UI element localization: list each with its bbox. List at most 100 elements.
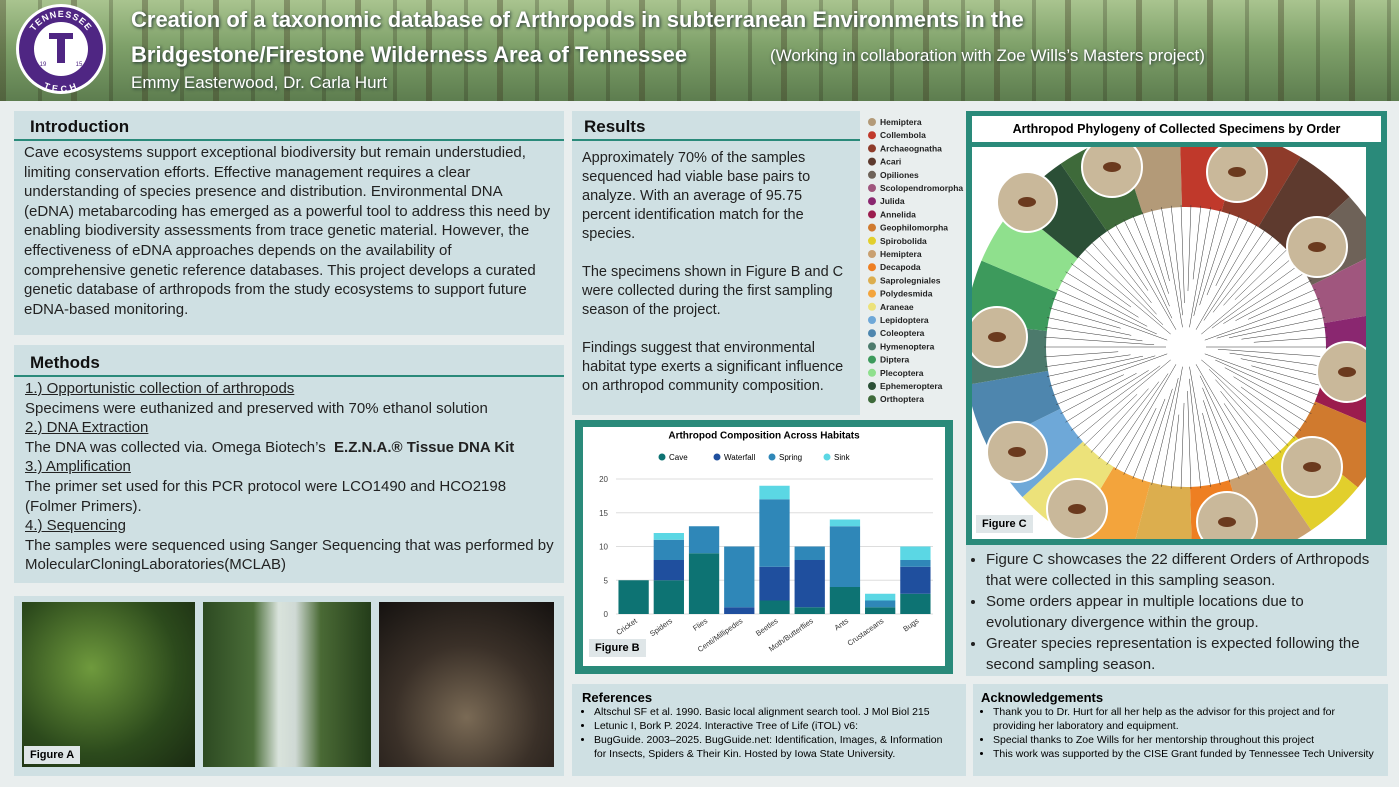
tree-branch [1215, 379, 1282, 453]
legend-label: Sink [834, 453, 851, 462]
tree-branch [1056, 289, 1157, 335]
step-text: The DNA was collected via. Omega Biotech… [25, 438, 326, 456]
tree-branch [1106, 373, 1169, 465]
bar-segment [653, 533, 684, 540]
tree-branch [1253, 336, 1328, 343]
tree-branch [1187, 390, 1192, 489]
tree-branch [1151, 209, 1170, 282]
tree-branch [1235, 280, 1312, 321]
photo [22, 602, 195, 767]
bar-segment [618, 580, 649, 614]
tree-branch [1215, 359, 1316, 405]
bar-segment [794, 607, 825, 614]
bar-segment [759, 566, 790, 601]
tree-branch [1223, 241, 1282, 306]
tree-branch [1220, 390, 1274, 460]
tree-branch [1240, 386, 1302, 431]
bar-segment [829, 526, 861, 587]
figure-label: Figure A [24, 746, 81, 764]
reference: BugGuide. 2003–2025. BugGuide.net: Ident… [594, 733, 956, 761]
tree-branch [1161, 366, 1183, 487]
legend-label: Julida [880, 196, 905, 206]
reference: Letunic I, Bork P. 2024. Interactive Tre… [594, 719, 956, 733]
step-text-line: The DNA was collected via. Omega Biotech… [25, 438, 554, 458]
tree-branch [1187, 205, 1192, 292]
chart: Arthropod Composition Across Habitats 0 5… [583, 427, 945, 666]
logo-year: 19 [40, 62, 47, 68]
tree-branch [1202, 412, 1221, 485]
specimen [1068, 504, 1086, 514]
tree-branch [1223, 403, 1266, 465]
reference: Altschul SF et al. 1990. Basic local ali… [594, 705, 956, 719]
logo: TENNESSEE TECH 19 15 [16, 4, 106, 95]
tree-branch [1240, 358, 1325, 377]
tree-branch [1199, 211, 1231, 306]
tree-branch [1248, 289, 1316, 320]
figure-c-title: Arthropod Phylogeny of Collected Specime… [972, 116, 1381, 142]
tree-branch [1045, 326, 1143, 342]
tree-branch [1044, 336, 1155, 346]
tree-branch [1065, 370, 1149, 423]
paragraph: Approximately 70% of the samples sequenc… [582, 150, 811, 242]
acknowledgement: Special thanks to Zoe Wills for her ment… [993, 733, 1380, 747]
clade-arc [1311, 258, 1366, 324]
tree-branch [1208, 369, 1289, 446]
specimen [1303, 462, 1321, 472]
tree-branch [1189, 366, 1211, 487]
legend-label: Acari [880, 157, 901, 167]
specimen [1338, 367, 1356, 377]
figure-c-panel: Arthropod Phylogeny of Collected Specime… [966, 111, 1387, 545]
introduction-text: Cave ecosystems support exceptional biod… [24, 144, 551, 318]
legend-swatch [868, 329, 876, 338]
legend-swatch [868, 368, 876, 377]
methods-body: 1.) Opportunistic collection of arthropo… [14, 377, 564, 575]
tree-branch [1216, 307, 1323, 339]
step-text: The primer set used for this PCR protoco… [25, 477, 507, 515]
methods-panel: Methods 1.) Opportunistic collection of … [14, 345, 564, 583]
tree-branch [1044, 351, 1119, 358]
specimen [1018, 197, 1036, 207]
tree-branch [1049, 355, 1156, 387]
legend-swatch [868, 382, 876, 390]
tree-branch [1193, 209, 1221, 317]
figure-label: Figure B [589, 639, 646, 657]
legend-label: Geophilomorpha [880, 223, 948, 233]
step-text: The samples were sequenced using Sanger … [25, 536, 554, 574]
legend-swatch [868, 276, 876, 285]
tree-branch [1056, 374, 1124, 405]
acknowledgements-panel: Acknowledgements Thank you to Dr. Hurt f… [973, 684, 1388, 776]
tree-branch [1204, 353, 1320, 396]
tree-branch [1065, 271, 1139, 318]
tree-branch [1060, 280, 1148, 327]
legend-label: Spirobolida [880, 236, 927, 246]
bar-segment [724, 607, 755, 614]
step-text: Specimens were euthanized and preserved … [25, 399, 488, 417]
specimen [1228, 167, 1246, 177]
legend-swatch [768, 453, 776, 461]
legend-swatch [868, 355, 876, 364]
legend-swatch [868, 210, 876, 219]
tree-branch [1049, 307, 1121, 329]
acknowledgement: Thank you to Dr. Hurt for all her help a… [993, 705, 1380, 733]
bar-segment [794, 546, 825, 560]
legend-swatch [868, 236, 876, 245]
figure-a-panel: Figure A [14, 596, 564, 776]
tree-branch [1229, 352, 1327, 368]
y-tick-label: 5 [604, 576, 609, 585]
legend-swatch [823, 453, 831, 461]
tree-branch [1224, 367, 1312, 414]
clade-arc [1135, 482, 1192, 539]
bar-segment [759, 600, 790, 614]
bar-segment [759, 499, 790, 567]
tree-branch [1047, 355, 1144, 377]
tree-branch [1161, 207, 1183, 328]
tree-branch [1189, 207, 1211, 328]
legend-label: Waterfall [724, 453, 755, 462]
bar-segment [653, 560, 684, 581]
legend-label: Coleoptera [880, 328, 925, 338]
tree-branch [1212, 234, 1274, 313]
legend-label: Decapoda [880, 262, 921, 272]
legend-label: Archaeognatha [880, 143, 942, 153]
tree-branch [1206, 215, 1240, 296]
